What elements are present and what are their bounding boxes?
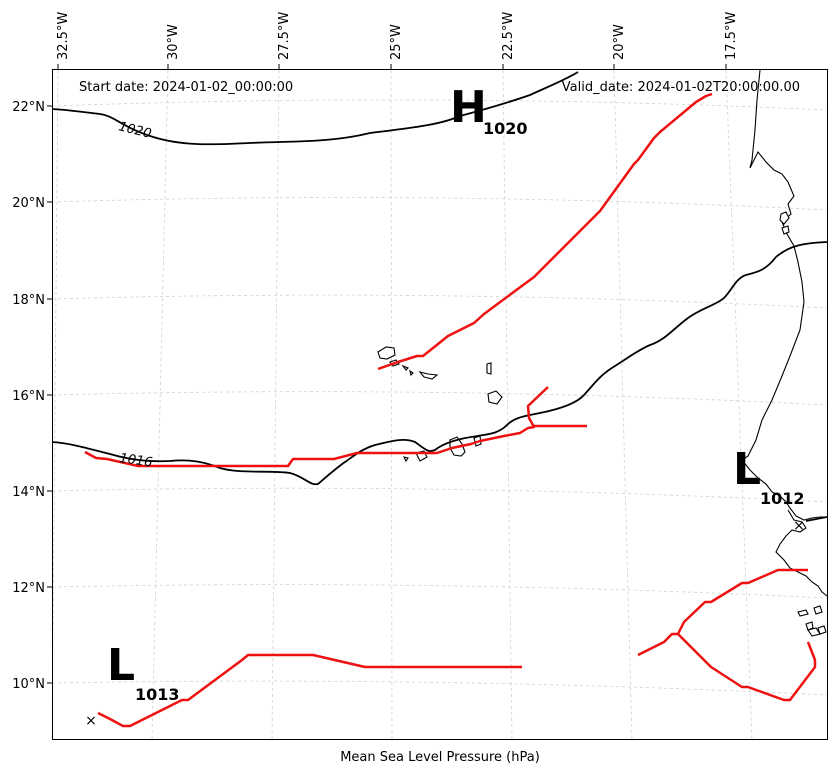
lon-tick-label: 25°W — [389, 24, 404, 60]
front-southeast — [637, 568, 808, 657]
isobar-segment — [805, 516, 828, 522]
high-symbol: H — [450, 82, 487, 133]
lon-tick-label: 27.5°W — [277, 12, 292, 60]
low-value-southwest: 1013 — [135, 685, 180, 704]
lat-tick-label: 12°N — [12, 581, 45, 596]
front-southeast-loop — [677, 633, 817, 702]
lon-tick-label: 17.5°W — [724, 12, 739, 60]
map-frame — [52, 69, 828, 740]
high-value: 1020 — [483, 119, 528, 138]
isobar-label-1020: 1020 — [117, 119, 153, 142]
start-date: Start date: 2024-01-02_00:00:00 — [79, 80, 293, 95]
fronts — [84, 92, 817, 728]
lat-tick-label: 16°N — [12, 389, 45, 404]
lat-tick-label: 18°N — [12, 293, 45, 308]
isobar-1020 — [51, 71, 579, 146]
lat-tick-label: 10°N — [12, 677, 45, 692]
isobars — [51, 71, 828, 522]
latitude-ticks: 22°N 20°N 18°N 16°N 14°N 12°N 10°N — [12, 100, 52, 692]
isobar-label-1016: 1016 — [118, 451, 153, 470]
lon-tick-label: 20°W — [612, 24, 627, 60]
lon-tick-label: 32.5°W — [56, 12, 71, 60]
lon-tick-label: 30°W — [166, 24, 181, 60]
lat-tick-label: 14°N — [12, 485, 45, 500]
pressure-center-low-east: L 1012 — [733, 444, 805, 508]
isobar-1016 — [51, 241, 828, 486]
pressure-center-high: H 1020 — [450, 82, 528, 138]
graticule — [51, 69, 828, 741]
low-symbol-southwest: L — [107, 640, 135, 691]
front-central-spur — [526, 386, 549, 428]
pressure-center-low-southwest: L 1013 — [107, 640, 180, 704]
lat-tick-label: 20°N — [12, 196, 45, 211]
lat-tick-label: 22°N — [12, 100, 45, 115]
map-xlabel: Mean Sea Level Pressure (hPa) — [340, 750, 540, 765]
longitude-ticks: 32.5°W 30°W 27.5°W 25°W 22.5°W 20°W 17.5… — [56, 12, 739, 70]
valid-date: Valid_date: 2024-01-02T20:00:00.00 — [562, 80, 800, 95]
low-center-marker-east: × — [793, 518, 805, 534]
front-northeast — [377, 92, 713, 371]
low-value-east: 1012 — [760, 489, 805, 508]
african-coastline — [741, 69, 828, 637]
front-central — [84, 424, 587, 468]
front-southwest — [97, 653, 522, 728]
low-center-marker: × — [85, 713, 97, 729]
low-symbol-east: L — [733, 444, 761, 495]
cape-verde-islands — [377, 346, 503, 463]
lon-tick-label: 22.5°W — [501, 12, 516, 60]
